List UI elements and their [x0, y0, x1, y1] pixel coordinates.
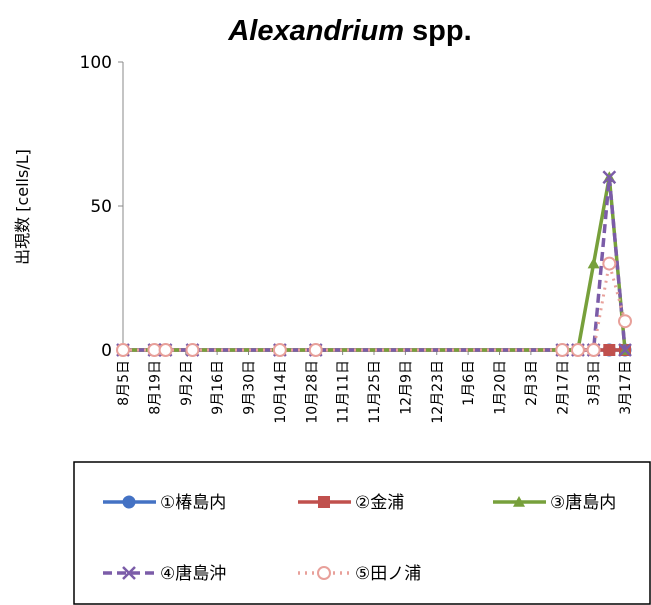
x-tick-label: 12月9日: [398, 360, 414, 415]
data-point: [272, 343, 287, 357]
data-point: [318, 496, 330, 508]
data-point: [587, 257, 600, 269]
x-tick-label: 8月19日: [147, 360, 163, 415]
data-point: [185, 343, 200, 357]
x-tick-label: 8月5日: [116, 360, 132, 406]
legend-item: ④唐島沖: [103, 563, 226, 584]
x-tick-label: 11月11日: [336, 360, 352, 424]
x-tick-label: 12月23日: [430, 360, 446, 424]
data-point: [555, 343, 570, 357]
legend-item: ①椿島内: [103, 493, 226, 513]
series-layer: [116, 170, 632, 357]
title-rest: spp.: [404, 15, 472, 47]
series-line: [123, 262, 627, 352]
data-point: [602, 256, 617, 271]
x-tick-label: 2月3日: [524, 360, 540, 406]
legend-label: ④唐島沖: [160, 563, 226, 584]
legend-item: ③唐島内: [493, 492, 616, 513]
x-tick-label: 1月20日: [493, 360, 509, 415]
series-line: [123, 175, 627, 352]
y-axis-label: 出現数 [cells/L]: [13, 149, 32, 265]
legend-label: ②金浦: [355, 493, 404, 513]
x-tick-label: 10月14日: [273, 360, 289, 424]
axes: 0 50 100 8月5日 8月19日 9月2日 9月16日 9月30日 10月14日 10月28…: [80, 53, 634, 424]
data-point: [158, 343, 173, 357]
x-tick-label: 11月25日: [367, 360, 383, 424]
legend-label: ①椿島内: [160, 493, 226, 513]
data-point: [586, 343, 601, 357]
data-point: [603, 344, 616, 356]
x-tick-label: 9月2日: [179, 360, 195, 406]
x-tick-label: 3月3日: [587, 360, 603, 406]
data-point: [122, 495, 136, 509]
series-5: [116, 256, 632, 357]
x-tick-label: 9月30日: [242, 360, 258, 415]
data-point: [618, 343, 632, 357]
data-point: [513, 496, 525, 507]
series-4: [116, 170, 632, 357]
x-tick-label: 10月28日: [304, 360, 320, 424]
data-point: [122, 566, 136, 580]
chart-title: Alexandrium spp.: [227, 15, 471, 47]
data-point: [317, 566, 331, 580]
y-tick-label: 100: [80, 53, 112, 73]
legend-label: ③唐島内: [550, 492, 616, 513]
legend-label: ⑤田ノ浦: [355, 564, 421, 584]
title-italic: Alexandrium: [227, 15, 404, 47]
data-point: [308, 343, 323, 357]
series-line: [123, 175, 627, 352]
x-tick-label: 1月6日: [461, 360, 477, 406]
series-3: [117, 171, 631, 355]
legend: ①椿島内 ②金浦 ③唐島内 ④唐島沖 ⑤田ノ浦: [73, 461, 651, 605]
legend-item: ⑤田ノ浦: [298, 564, 421, 584]
x-tick-label: 3月17日: [618, 360, 634, 415]
legend-item: ②金浦: [298, 493, 404, 513]
data-point: [147, 343, 162, 357]
data-point: [602, 170, 617, 185]
y-tick-label: 50: [90, 197, 112, 217]
data-point: [618, 314, 632, 329]
data-point: [116, 343, 130, 357]
data-point: [570, 343, 585, 357]
x-tick-label: 2月17日: [555, 360, 571, 415]
x-tick-label: 9月16日: [210, 360, 226, 415]
legend-box: [73, 461, 651, 605]
y-tick-label: 0: [101, 341, 112, 361]
